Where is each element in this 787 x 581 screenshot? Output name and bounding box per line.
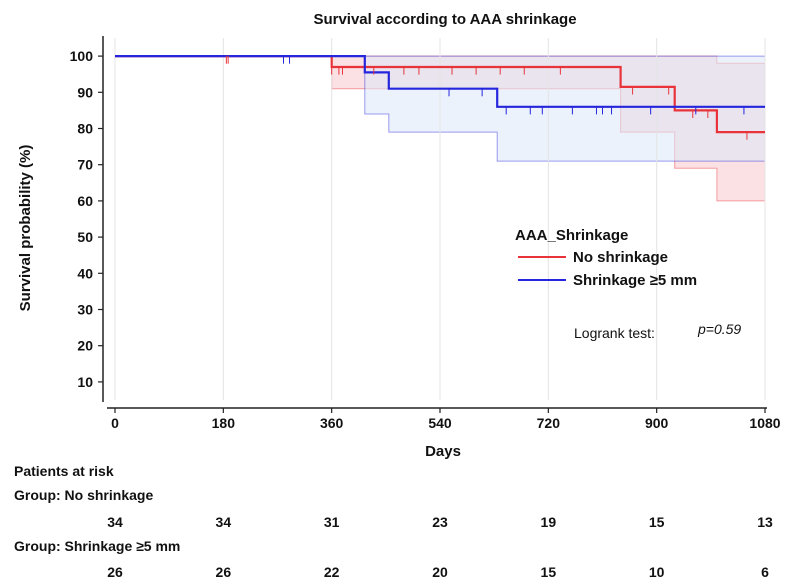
y-tick-label-70: 70	[77, 157, 93, 173]
x-tick-label-1080: 1080	[749, 415, 780, 431]
risk-table: Patients at risk Group: No shrinkage 34 3…	[14, 463, 773, 580]
risk-count-1-3: 20	[432, 564, 448, 580]
risk-count-0-2: 31	[324, 514, 340, 530]
risk-count-0-3: 23	[432, 514, 448, 530]
risk-count-0-5: 15	[649, 514, 665, 530]
risk-table-title: Patients at risk	[14, 463, 114, 479]
survival-curves	[115, 55, 765, 134]
logrank-label: Logrank test:	[574, 325, 655, 341]
gridlines	[114, 38, 766, 400]
y-axis-label: Survival probability (%)	[17, 145, 34, 312]
x-tick-label-360: 360	[320, 415, 344, 431]
axes: 10 20 30 40 50 60 70 80 90 100 0 180 360 540 720 900 108…	[70, 36, 781, 431]
y-tick-label-10: 10	[77, 374, 93, 390]
risk-count-0-0: 34	[107, 514, 123, 530]
x-tick-label-900: 900	[645, 415, 669, 431]
y-tick-label-90: 90	[77, 84, 93, 100]
y-tick-label-100: 100	[70, 48, 94, 64]
logrank-value: p=0.59	[697, 321, 741, 337]
risk-row-shrinkage: 26 26 22 20 15 10 6	[107, 564, 769, 580]
x-tick-label-0: 0	[111, 415, 119, 431]
risk-count-1-1: 26	[216, 564, 232, 580]
x-tick-label-180: 180	[212, 415, 236, 431]
chart-title: Survival according to AAA shrinkage	[313, 11, 576, 28]
y-tick-label-80: 80	[77, 121, 93, 137]
risk-count-1-4: 15	[541, 564, 557, 580]
survival-curve-1	[115, 55, 765, 108]
risk-group-label-1: Group: Shrinkage ≥5 mm	[14, 538, 180, 554]
y-tick-label-50: 50	[77, 229, 93, 245]
x-tick-label-720: 720	[537, 415, 561, 431]
risk-count-0-4: 19	[541, 514, 557, 530]
legend-label-shrinkage: Shrinkage ≥5 mm	[573, 272, 697, 289]
y-tick-label-40: 40	[77, 265, 93, 281]
risk-count-0-6: 13	[757, 514, 773, 530]
risk-count-1-6: 6	[761, 564, 769, 580]
risk-count-1-2: 22	[324, 564, 340, 580]
legend-title: AAA_Shrinkage	[515, 227, 628, 244]
x-tick-label-540: 540	[428, 415, 452, 431]
logrank-annotation: Logrank test: p=0.59	[574, 321, 741, 341]
x-axis-label: Days	[425, 443, 461, 460]
y-tick-label-20: 20	[77, 338, 93, 354]
survival-curve-0	[115, 55, 765, 134]
risk-count-0-1: 34	[216, 514, 232, 530]
legend-label-no-shrinkage: No shrinkage	[573, 249, 668, 266]
risk-group-label-0: Group: No shrinkage	[14, 487, 153, 503]
legend: AAA_Shrinkage No shrinkage Shrinkage ≥5 …	[515, 227, 697, 289]
risk-count-1-0: 26	[107, 564, 123, 580]
y-tick-label-60: 60	[77, 193, 93, 209]
censor-marks	[225, 55, 748, 140]
risk-row-no-shrinkage: 34 34 31 23 19 15 13	[107, 514, 773, 530]
y-tick-label-30: 30	[77, 302, 93, 318]
risk-count-1-5: 10	[649, 564, 665, 580]
